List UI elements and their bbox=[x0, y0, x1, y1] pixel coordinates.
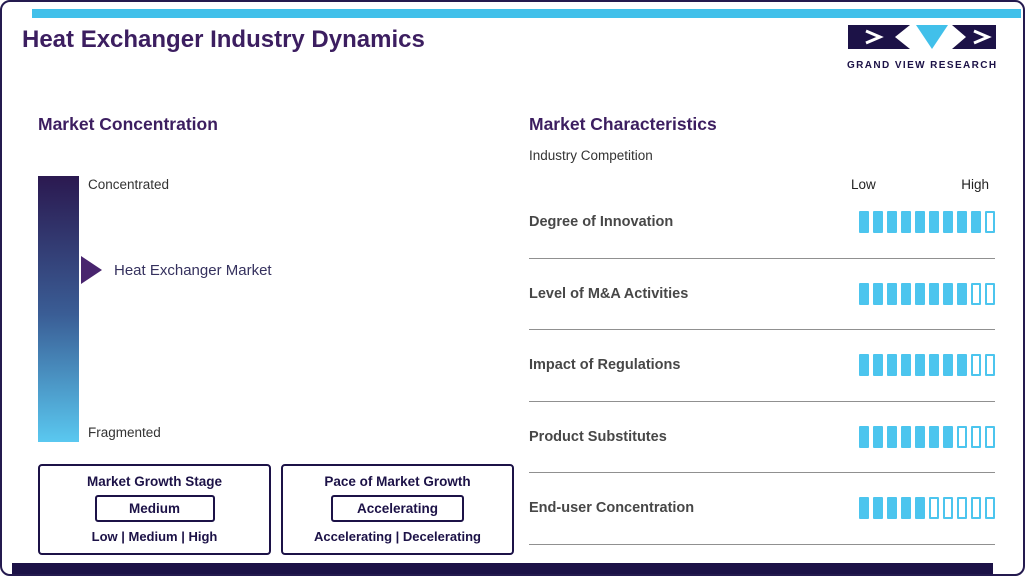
rating-segment bbox=[929, 354, 939, 377]
pace-value: Accelerating bbox=[330, 495, 465, 522]
rating-segment bbox=[957, 354, 967, 377]
rating-segment bbox=[859, 425, 869, 448]
rating-segment bbox=[943, 211, 953, 234]
market-growth-stage-box: Market Growth Stage Medium Low | Medium … bbox=[38, 464, 271, 555]
rating-segment bbox=[985, 497, 995, 520]
rating-bar bbox=[859, 211, 995, 234]
market-concentration-heading: Market Concentration bbox=[38, 114, 218, 134]
rating-segment bbox=[901, 497, 911, 520]
rating-segment bbox=[929, 211, 939, 234]
rating-segment bbox=[915, 425, 925, 448]
brand-name: GRAND VIEW RESEARCH bbox=[847, 60, 998, 71]
characteristic-row: Degree of Innovation bbox=[529, 187, 995, 259]
brand-logo: GRAND VIEW RESEARCH bbox=[847, 24, 997, 71]
rating-segment bbox=[985, 425, 995, 448]
rating-segment bbox=[887, 282, 897, 305]
rating-segment bbox=[873, 425, 883, 448]
rating-segment bbox=[985, 354, 995, 377]
rating-bar bbox=[859, 425, 995, 448]
rating-segment bbox=[873, 354, 883, 377]
rating-segment bbox=[915, 354, 925, 377]
rating-segment bbox=[915, 282, 925, 305]
growth-boxes: Market Growth Stage Medium Low | Medium … bbox=[38, 464, 514, 555]
characteristic-label: Impact of Regulations bbox=[529, 357, 681, 374]
fragmented-label: Fragmented bbox=[88, 425, 161, 440]
rating-segment bbox=[901, 354, 911, 377]
rating-segment bbox=[957, 211, 967, 234]
box-title: Pace of Market Growth bbox=[324, 474, 471, 489]
arrow-right-icon bbox=[81, 256, 102, 284]
rating-bar bbox=[859, 354, 995, 377]
growth-stage-options: Low | Medium | High bbox=[91, 529, 218, 544]
rating-segment bbox=[901, 211, 911, 234]
market-position-marker: Heat Exchanger Market bbox=[81, 256, 272, 284]
rating-scale-labels: Low High bbox=[851, 177, 989, 192]
rating-segment bbox=[873, 497, 883, 520]
rating-segment bbox=[943, 497, 953, 520]
concentrated-label: Concentrated bbox=[88, 177, 170, 192]
bottom-accent-bar bbox=[12, 563, 993, 574]
top-accent-bar bbox=[32, 9, 1021, 18]
characteristic-label: Product Substitutes bbox=[529, 428, 667, 445]
rating-segment bbox=[859, 282, 869, 305]
characteristics-list: Degree of Innovation Level of M&A Activi… bbox=[529, 187, 995, 545]
box-title: Market Growth Stage bbox=[86, 474, 223, 489]
rating-segment bbox=[901, 282, 911, 305]
rating-segment bbox=[915, 211, 925, 234]
rating-bar bbox=[859, 497, 995, 520]
rating-segment bbox=[873, 282, 883, 305]
rating-segment bbox=[859, 497, 869, 520]
rating-segment bbox=[887, 497, 897, 520]
rating-segment bbox=[957, 497, 967, 520]
characteristic-row: Level of M&A Activities bbox=[529, 259, 995, 330]
characteristic-row: Impact of Regulations bbox=[529, 330, 995, 402]
characteristic-row: Product Substitutes bbox=[529, 402, 995, 473]
characteristic-label: Degree of Innovation bbox=[529, 214, 674, 231]
rating-segment bbox=[943, 282, 953, 305]
rating-segment bbox=[957, 425, 967, 448]
rating-segment bbox=[971, 282, 981, 305]
pace-of-growth-box: Pace of Market Growth Accelerating Accel… bbox=[281, 464, 514, 555]
gvr-logo-icon bbox=[848, 25, 996, 49]
industry-competition-subheading: Industry Competition bbox=[529, 148, 653, 163]
rating-segment bbox=[887, 211, 897, 234]
scale-high-label: High bbox=[961, 177, 989, 192]
rating-segment bbox=[971, 497, 981, 520]
rating-segment bbox=[929, 282, 939, 305]
marker-label: Heat Exchanger Market bbox=[114, 261, 272, 279]
growth-stage-value: Medium bbox=[94, 495, 215, 522]
rating-segment bbox=[859, 211, 869, 234]
page-title: Heat Exchanger Industry Dynamics bbox=[22, 26, 425, 53]
rating-bar bbox=[859, 282, 995, 305]
rating-segment bbox=[985, 211, 995, 234]
rating-segment bbox=[943, 354, 953, 377]
market-characteristics-heading: Market Characteristics bbox=[529, 114, 717, 134]
rating-segment bbox=[887, 425, 897, 448]
rating-segment bbox=[971, 354, 981, 377]
rating-segment bbox=[873, 211, 883, 234]
concentration-gradient-bar bbox=[38, 176, 79, 442]
scale-low-label: Low bbox=[851, 177, 876, 192]
rating-segment bbox=[943, 425, 953, 448]
rating-segment bbox=[915, 497, 925, 520]
characteristic-label: End-user Concentration bbox=[529, 500, 695, 517]
rating-segment bbox=[971, 211, 981, 234]
rating-segment bbox=[957, 282, 967, 305]
pace-options: Accelerating | Decelerating bbox=[314, 529, 481, 544]
rating-segment bbox=[985, 282, 995, 305]
rating-segment bbox=[901, 425, 911, 448]
characteristic-row: End-user Concentration bbox=[529, 473, 995, 545]
rating-segment bbox=[971, 425, 981, 448]
characteristic-label: Level of M&A Activities bbox=[529, 285, 689, 302]
rating-segment bbox=[929, 497, 939, 520]
rating-segment bbox=[859, 354, 869, 377]
rating-segment bbox=[929, 425, 939, 448]
rating-segment bbox=[887, 354, 897, 377]
